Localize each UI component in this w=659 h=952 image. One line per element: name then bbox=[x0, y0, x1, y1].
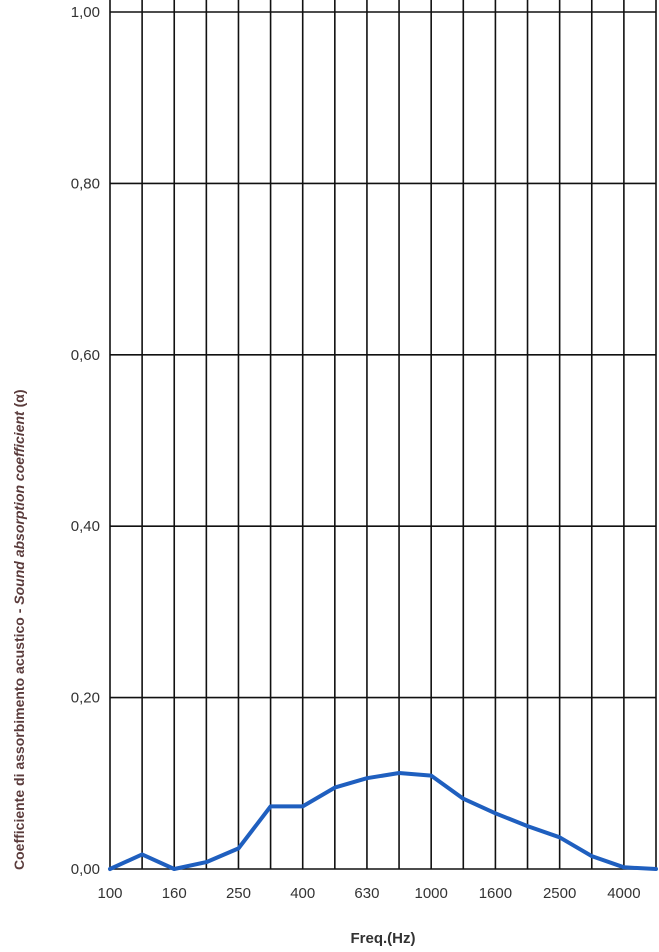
y-tick-labels: 0,00 0,20 0,40 0,60 0,80 1,00 bbox=[71, 4, 100, 878]
y-axis-label-italic: Sound absorption coefficient bbox=[11, 410, 27, 605]
x-tick-labels: 100 160 250 400 630 1000 1600 2500 4000 bbox=[97, 885, 640, 902]
y-tick-label: 0,00 bbox=[71, 861, 100, 878]
y-tick-label: 1,00 bbox=[71, 4, 100, 21]
x-tick-label: 1600 bbox=[479, 885, 512, 902]
x-tick-label: 100 bbox=[97, 885, 122, 902]
series-line bbox=[108, 771, 658, 871]
x-tick-label: 250 bbox=[226, 885, 251, 902]
x-tick-label: 2500 bbox=[543, 885, 576, 902]
y-tick-label: 0,40 bbox=[71, 518, 100, 535]
y-axis-label-symbol: (α) bbox=[11, 389, 27, 411]
x-tick-label: 1000 bbox=[414, 885, 447, 902]
x-tick-label: 630 bbox=[354, 885, 379, 902]
y-tick-label: 0,60 bbox=[71, 347, 100, 364]
x-axis-label: Freq.(Hz) bbox=[351, 930, 416, 947]
y-tick-label: 0,80 bbox=[71, 175, 100, 192]
y-axis-label: Coefficiente di assorbimento acustico - … bbox=[11, 389, 27, 870]
y-tick-label: 0,20 bbox=[71, 690, 100, 707]
x-tick-label: 400 bbox=[290, 885, 315, 902]
grid bbox=[109, 0, 657, 870]
x-tick-label: 160 bbox=[162, 885, 187, 902]
x-tick-label: 4000 bbox=[607, 885, 640, 902]
y-axis-label-main: Coefficiente di assorbimento acustico - bbox=[11, 605, 27, 870]
